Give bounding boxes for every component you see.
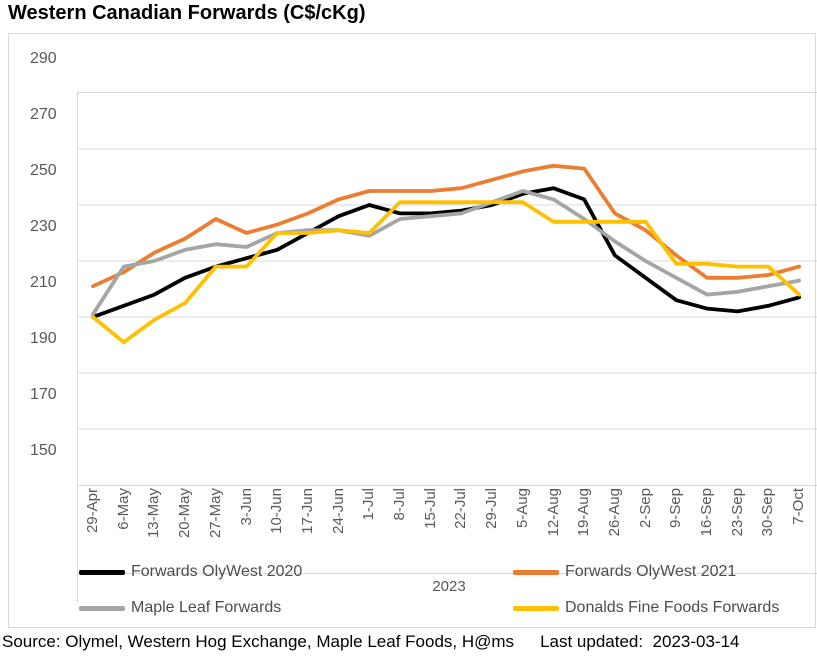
- x-axis-label-24-jun: 24-Jun: [329, 488, 347, 534]
- source-text: Source: Olymel, Western Hog Exchange, Ma…: [2, 632, 515, 651]
- x-axis-label-26-aug: 26-Aug: [605, 488, 623, 537]
- x-axis-label-20-may: 20-May: [176, 488, 194, 539]
- x-axis-label-22-jul: 22-Jul: [452, 488, 470, 529]
- series-line-maple-leaf-forwards: [91, 189, 801, 317]
- legend-label: Donalds Fine Foods Forwards: [565, 599, 780, 616]
- legend-item-forwards-olywest-2020: Forwards OlyWest 2020: [79, 563, 302, 581]
- chart-frame: 290 270 250 230 210 190 170 150 29-Apr 6-May 13-M…: [8, 33, 817, 628]
- x-axis-label-16-sep: 16-Sep: [698, 488, 715, 537]
- x-axis-label-19-aug: 19-Aug: [575, 488, 593, 537]
- series-line-forwards-olywest-2021: [91, 163, 801, 289]
- y-axis-label-150: 150: [30, 442, 57, 459]
- y-axis-label-210: 210: [30, 274, 57, 291]
- x-axis-label-13-may: 13-May: [145, 488, 163, 539]
- x-axis-label-10-jun: 10-Jun: [268, 488, 286, 534]
- legend-swatch-icon: [513, 605, 559, 611]
- y-axis-label-230: 230: [30, 218, 57, 235]
- x-axis-title: 2023: [432, 578, 466, 595]
- x-axis-label-6-may: 6-May: [114, 488, 132, 530]
- x-axis-label-3-jun: 3-Jun: [237, 488, 255, 526]
- series-line-donalds-fine-foods-forwards: [91, 200, 801, 345]
- legend-swatch-icon: [79, 605, 125, 611]
- y-axis-label-250: 250: [30, 162, 57, 179]
- x-axis-label-17-jun: 17-Jun: [298, 488, 316, 534]
- legend-label: Forwards OlyWest 2020: [131, 563, 303, 580]
- x-axis-labels: 29-Apr 6-May 13-May 20-May 27-May 3-Jun 10-Jun…: [77, 485, 817, 574]
- plot-area: [77, 92, 817, 486]
- x-axis-label-2-sep: 2-Sep: [636, 488, 654, 529]
- x-axis-label-1-jul: 1-Jul: [360, 488, 378, 521]
- x-axis-label-12-aug: 12-Aug: [544, 488, 562, 537]
- chart-title: Western Canadian Forwards (C$/cKg): [8, 2, 366, 24]
- legend-label: Forwards OlyWest 2021: [565, 563, 737, 580]
- legend-item-forwards-olywest-2021: Forwards OlyWest 2021: [513, 563, 736, 581]
- x-axis-label-5-aug: 5-Aug: [513, 488, 531, 529]
- series-line-forwards-olywest-2020: [91, 186, 801, 319]
- x-axis-label-15-jul: 15-Jul: [421, 488, 439, 529]
- y-axis-label-170: 170: [30, 386, 57, 403]
- x-axis-label-9-sep: 9-Sep: [667, 488, 685, 529]
- legend-item-maple-leaf-forwards: Maple Leaf Forwards: [79, 599, 281, 617]
- y-axis-label-190: 190: [30, 330, 57, 347]
- x-axis-label-30-sep: 30-Sep: [759, 488, 777, 537]
- legend-swatch-icon: [79, 569, 125, 575]
- footer-row: Source: Olymel, Western Hog Exchange, Ma…: [2, 632, 740, 652]
- x-axis-title-strip: 2023: [77, 574, 817, 602]
- y-axis-label-270: 270: [30, 106, 57, 123]
- x-axis-label-23-sep: 23-Sep: [728, 488, 746, 537]
- legend-swatch-icon: [513, 569, 559, 575]
- x-axis-label-29-apr: 29-Apr: [84, 488, 101, 534]
- last-updated-text: Last updated: 2023-03-14: [540, 632, 740, 651]
- line-chart-canvas: [78, 148, 817, 430]
- x-axis-label-7-oct: 7-Oct: [790, 488, 808, 525]
- x-axis-label-8-jul: 8-Jul: [391, 488, 408, 521]
- legend-label: Maple Leaf Forwards: [131, 599, 282, 616]
- x-axis-label-27-may: 27-May: [206, 488, 224, 539]
- y-axis-label-290: 290: [30, 50, 57, 67]
- legend-item-donalds-fine-foods-forwards: Donalds Fine Foods Forwards: [513, 599, 779, 617]
- x-axis-label-29-jul: 29-Jul: [483, 488, 501, 529]
